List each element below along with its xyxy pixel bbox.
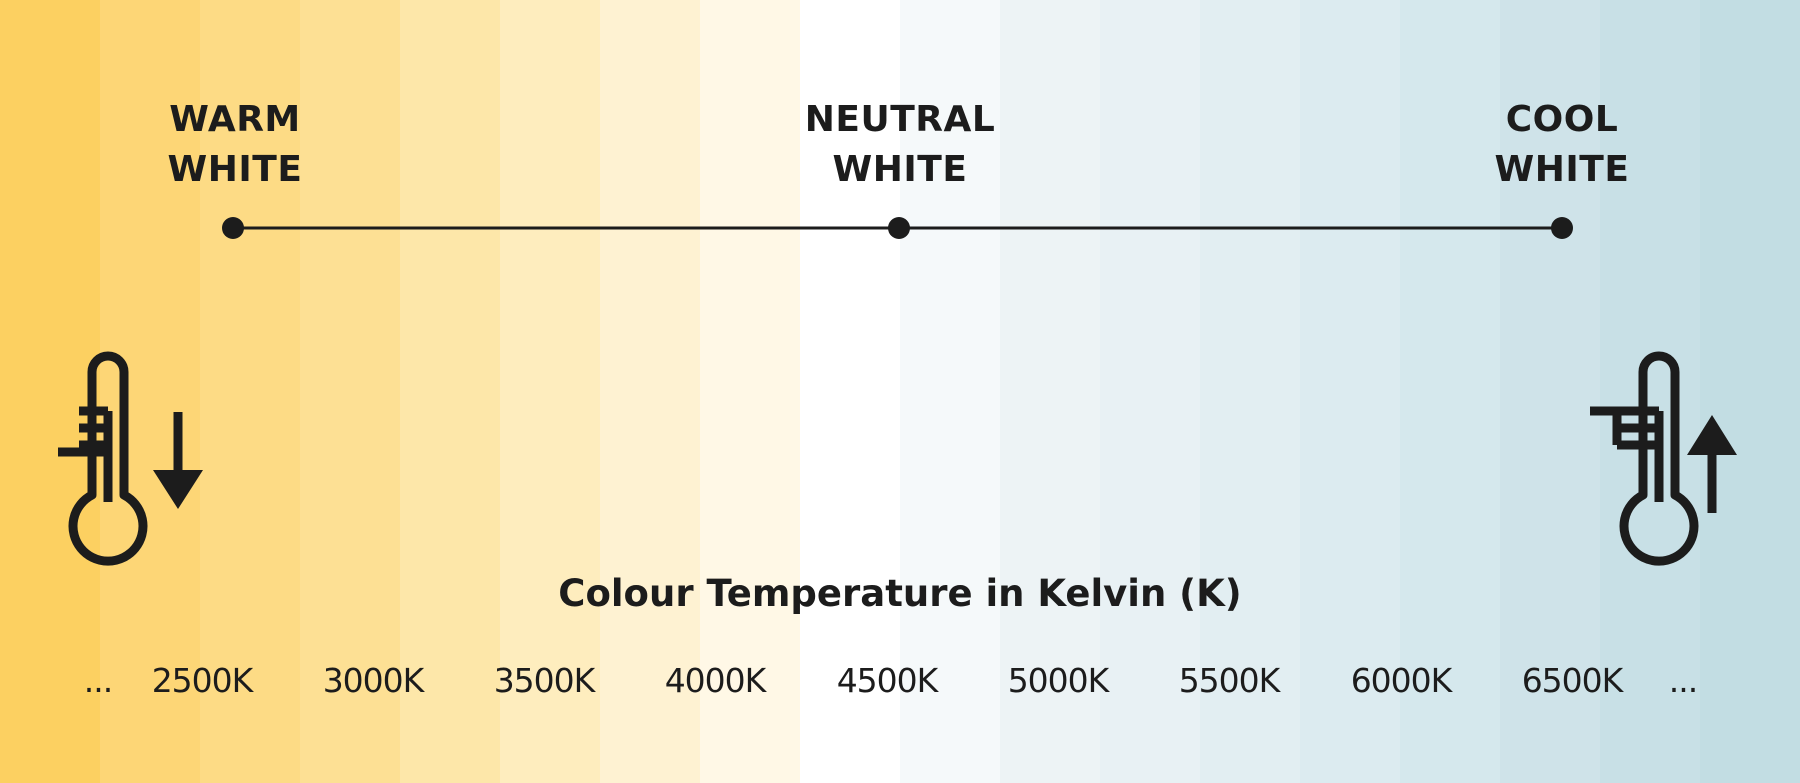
neutral-white-heading: NEUTRAL WHITE — [770, 95, 1030, 195]
gradient-band — [1100, 0, 1200, 783]
tick-label: 5000K — [1007, 661, 1110, 700]
warm-white-line-2: WHITE — [167, 149, 303, 190]
tick-ellipsis: ... — [83, 661, 113, 700]
gradient-band — [1600, 0, 1700, 783]
tick-ellipsis: ... — [1668, 661, 1698, 700]
neutral-white-line-2: WHITE — [832, 149, 968, 190]
gradient-band — [900, 0, 1000, 783]
thermometer-increase-icon — [1590, 351, 1737, 566]
gradient-band — [100, 0, 200, 783]
gradient-band — [300, 0, 400, 783]
tick-label: 4500K — [836, 661, 939, 700]
gradient-band — [400, 0, 500, 783]
cool-white-dot — [1551, 217, 1573, 239]
cool-white-line-1: COOL — [1505, 99, 1619, 140]
tick-label: 3000K — [322, 661, 425, 700]
tick-label: 6000K — [1350, 661, 1453, 700]
gradient-band — [1400, 0, 1500, 783]
cool-white-heading: COOL WHITE — [1432, 95, 1692, 195]
gradient-band — [0, 0, 100, 783]
gradient-band — [1500, 0, 1600, 783]
tick-label: 6500K — [1521, 661, 1624, 700]
axis-title: Colour Temperature in Kelvin (K) — [558, 572, 1242, 615]
tick-label: 5500K — [1178, 661, 1281, 700]
tick-label: 3500K — [493, 661, 596, 700]
gradient-band — [600, 0, 700, 783]
warm-white-dot — [222, 217, 244, 239]
warm-white-line-1: WARM — [169, 99, 301, 140]
gradient-band — [1700, 0, 1800, 783]
neutral-white-line-1: NEUTRAL — [804, 99, 996, 140]
thermometer-decrease-icon — [58, 351, 203, 566]
tick-label: 4000K — [664, 661, 767, 700]
gradient-band — [500, 0, 600, 783]
neutral-white-dot — [888, 217, 910, 239]
gradient-band — [800, 0, 900, 783]
warm-white-heading: WARM WHITE — [105, 95, 365, 195]
gradient-band — [200, 0, 300, 783]
gradient-band — [1300, 0, 1400, 783]
gradient-band — [1000, 0, 1100, 783]
gradient-band — [1200, 0, 1300, 783]
tick-label: 2500K — [151, 661, 254, 700]
gradient-band — [700, 0, 800, 783]
cool-white-line-2: WHITE — [1494, 149, 1630, 190]
